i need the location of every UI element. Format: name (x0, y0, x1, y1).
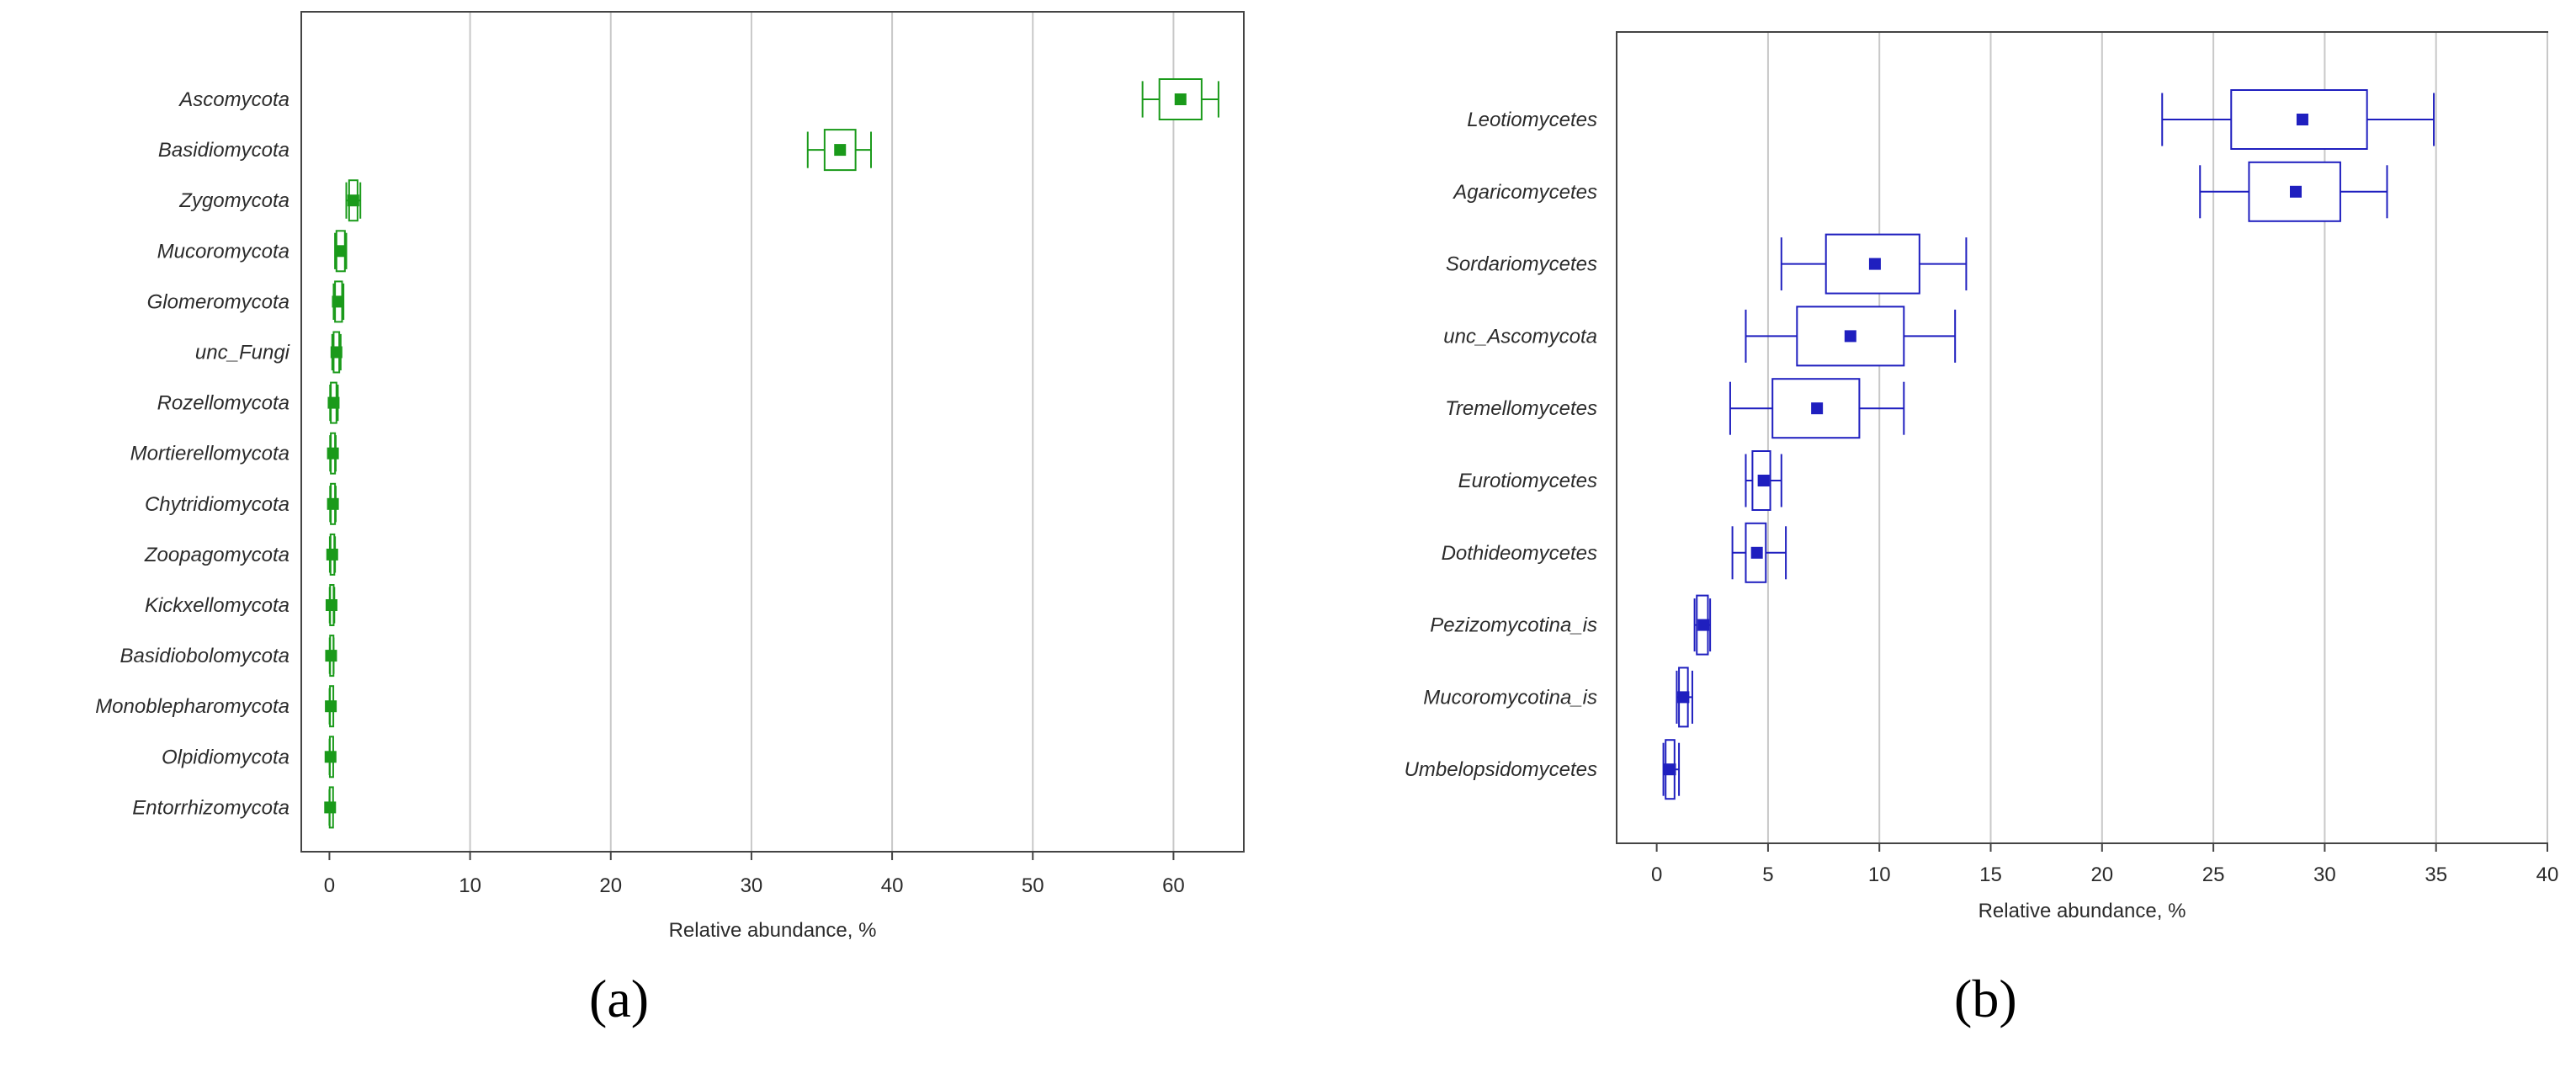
category-label-a: Kickxellomycota (145, 594, 289, 617)
category-label-b: Umbelopsidomycetes (1405, 758, 1597, 781)
category-label-b: Sordariomycetes (1446, 253, 1597, 276)
tick-label-b-0: 0 (1651, 863, 1662, 886)
category-label-a: Monoblepharomycota (95, 695, 289, 718)
axis-title-a: Relative abundance, % (669, 919, 877, 942)
category-label-b: Mucoromycotina_is (1423, 686, 1597, 709)
category-label-a: Mortierellomycota (130, 443, 289, 465)
tick-label-b-15: 15 (1979, 863, 2002, 886)
mean-marker-a (325, 700, 337, 713)
category-label-a: Ascomycota (178, 88, 289, 111)
panel-caption-b: (b) (1954, 969, 2017, 1028)
plot-frame-b (1616, 31, 2548, 844)
mean-marker-a (347, 194, 359, 207)
plot-frame-a (300, 11, 1245, 853)
mean-marker-b (1677, 691, 1690, 704)
axis-title-b: Relative abundance, % (1978, 900, 2186, 922)
mean-marker-b (1811, 402, 1824, 415)
category-label-b: Leotiomycetes (1467, 109, 1597, 131)
category-label-a: Glomeromycota (147, 290, 289, 313)
mean-marker-a (324, 751, 337, 763)
tick-label-a-30: 30 (741, 874, 763, 897)
mean-marker-b (2296, 114, 2308, 125)
mean-marker-a (327, 396, 340, 409)
mean-marker-b (1664, 763, 1676, 776)
mean-marker-a (324, 801, 337, 814)
category-label-a: Basidiomycota (158, 139, 289, 162)
category-label-a: Zygomycota (178, 189, 289, 212)
mean-marker-b (1697, 619, 1710, 631)
category-label-b: unc_Ascomycota (1443, 325, 1597, 348)
category-label-b: Eurotiomycetes (1458, 470, 1597, 492)
mean-marker-a (327, 447, 339, 460)
category-label-a: Basidiobolomycota (120, 645, 289, 667)
category-label-b: Agaricomycetes (1452, 181, 1597, 204)
tick-label-a-50: 50 (1022, 874, 1044, 897)
panel-caption-a: (a) (589, 969, 650, 1028)
category-label-a: unc_Fungi (195, 342, 290, 364)
mean-marker-a (334, 245, 347, 258)
mean-marker-a (325, 599, 337, 611)
tick-label-b-30: 30 (2313, 863, 2336, 886)
mean-marker-b (1868, 258, 1881, 270)
tick-label-a-0: 0 (324, 874, 335, 897)
category-label-a: Zoopagomycota (144, 544, 289, 566)
category-label-a: Chytridiomycota (145, 493, 289, 516)
mean-marker-a (834, 144, 847, 157)
category-label-a: Olpidiomycota (162, 746, 289, 768)
tick-label-b-35: 35 (2425, 863, 2447, 886)
mean-marker-a (327, 497, 339, 510)
mean-marker-a (326, 548, 338, 561)
category-label-a: Rozellomycota (157, 392, 289, 415)
tick-label-b-20: 20 (2090, 863, 2113, 886)
category-label-a: Mucoromycota (157, 240, 289, 263)
mean-marker-b (2290, 185, 2302, 198)
mean-marker-a (330, 346, 343, 359)
mean-marker-b (1757, 475, 1770, 486)
mean-marker-b (1844, 330, 1856, 343)
tick-label-a-40: 40 (881, 874, 904, 897)
category-label-b: Tremellomycetes (1445, 397, 1597, 420)
tick-label-b-10: 10 (1868, 863, 1891, 886)
category-label-a: Entorrhizomycota (132, 796, 289, 819)
category-label-b: Dothideomycetes (1442, 542, 1597, 565)
mean-marker-b (1750, 546, 1763, 559)
mean-marker-a (325, 650, 337, 662)
tick-label-b-5: 5 (1762, 863, 1773, 886)
tick-label-b-25: 25 (2202, 863, 2225, 886)
tick-label-a-60: 60 (1162, 874, 1185, 897)
tick-label-a-10: 10 (459, 874, 481, 897)
tick-label-a-20: 20 (599, 874, 622, 897)
mean-marker-a (1174, 93, 1187, 105)
category-label-b: Pezizomycotina_is (1430, 614, 1597, 637)
mean-marker-a (332, 295, 344, 308)
tick-label-b-40: 40 (2536, 863, 2559, 886)
